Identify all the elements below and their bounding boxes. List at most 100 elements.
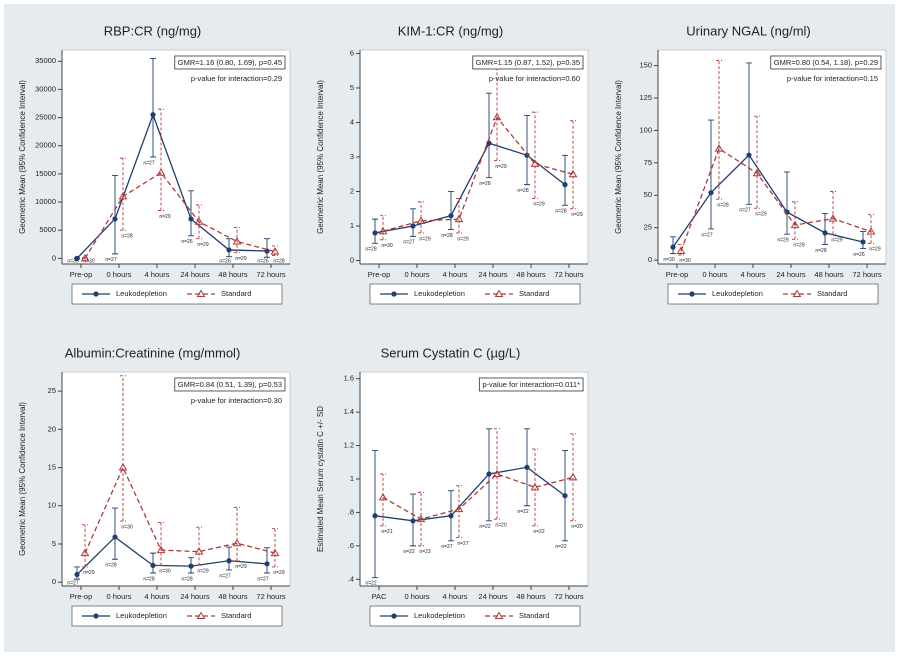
annotation: GMR=1.15 (0.87, 1.52), p=0.35 bbox=[476, 58, 580, 67]
y-axis-label: Geometric Mean (95% Confidence Interval) bbox=[316, 80, 325, 234]
marker bbox=[562, 182, 568, 188]
annotation: GMR=0.80 (0.54, 1.18), p=0.29 bbox=[774, 58, 878, 67]
marker bbox=[156, 545, 166, 554]
x-tick-label: 4 hours bbox=[144, 592, 169, 601]
panel: KIM-1:CR (ng/mg) Geometric Mean (95% Conf… bbox=[316, 23, 589, 305]
y-tick-label: 3 bbox=[350, 152, 354, 161]
x-tick-label: 4 hours bbox=[144, 270, 169, 279]
y-tick-label: 5000 bbox=[39, 225, 56, 234]
legend-box bbox=[667, 283, 879, 305]
legend-label: Standard bbox=[221, 611, 251, 620]
marker bbox=[196, 611, 206, 619]
chart-title: Serum Cystatin C (µg/L) bbox=[381, 345, 521, 360]
y-tick-label: 2 bbox=[350, 187, 354, 196]
n-label: n=27 bbox=[403, 240, 414, 246]
marker bbox=[530, 482, 540, 491]
marker bbox=[93, 613, 99, 619]
error-bar bbox=[196, 526, 202, 566]
n-label: n=29 bbox=[159, 214, 170, 220]
marker bbox=[494, 289, 504, 297]
error-bar bbox=[562, 154, 568, 206]
marker bbox=[226, 247, 232, 253]
n-label: n=27 bbox=[457, 541, 468, 547]
marker bbox=[530, 159, 540, 167]
n-label: n=28 bbox=[105, 563, 116, 569]
error-bar bbox=[532, 448, 538, 527]
marker bbox=[492, 469, 502, 477]
chart-title: Urinary NGAL (ng/ml) bbox=[686, 23, 810, 38]
n-label: n=29 bbox=[755, 212, 766, 218]
n-label: n=29 bbox=[197, 242, 208, 248]
n-label: n=27 bbox=[701, 232, 712, 238]
annotation: p-value for interaction=0.30 bbox=[191, 396, 282, 405]
n-label: n=28 bbox=[517, 188, 528, 194]
annotation: GMR=0.84 (0.51, 1.39), p=0.53 bbox=[178, 380, 282, 389]
marker bbox=[676, 246, 686, 255]
n-label: n=28 bbox=[181, 576, 192, 582]
series-line bbox=[84, 465, 276, 554]
y-tick-label: 35000 bbox=[35, 56, 56, 65]
series-line bbox=[76, 536, 268, 575]
marker bbox=[80, 253, 90, 262]
marker bbox=[74, 255, 80, 261]
marker bbox=[378, 492, 388, 501]
n-label: n=27 bbox=[739, 208, 750, 214]
x-tick-label: 48 hours bbox=[814, 270, 843, 279]
y-tick-label: 25000 bbox=[35, 113, 56, 122]
error-bar bbox=[868, 214, 874, 244]
error-bar bbox=[494, 428, 500, 520]
error-bar bbox=[822, 212, 828, 245]
marker bbox=[670, 244, 676, 250]
n-label: n=26 bbox=[853, 252, 864, 258]
n-label: n=29 bbox=[419, 236, 430, 242]
n-label: n=22 bbox=[555, 544, 566, 550]
error-bar bbox=[708, 119, 714, 230]
marker bbox=[196, 289, 206, 297]
y-tick-label: 1.6 bbox=[344, 374, 354, 383]
series-line bbox=[84, 171, 276, 259]
y-tick-label: 10000 bbox=[35, 197, 56, 206]
n-label: n=27 bbox=[257, 576, 268, 582]
annotation: p-value for interaction=0.60 bbox=[489, 74, 580, 83]
y-tick-label: 4 bbox=[350, 117, 354, 126]
n-label: n=28 bbox=[717, 202, 728, 208]
marker bbox=[416, 216, 426, 224]
y-tick-label: .8 bbox=[348, 507, 354, 516]
y-tick-label: 30000 bbox=[35, 84, 56, 93]
x-tick-label: 48 hours bbox=[218, 270, 247, 279]
n-label: n=30 bbox=[381, 243, 392, 249]
legend-label: Standard bbox=[519, 611, 549, 620]
n-label: n=27 bbox=[67, 580, 78, 586]
marker bbox=[792, 289, 802, 297]
legend-label: Standard bbox=[519, 289, 549, 298]
x-tick-label: 72 hours bbox=[256, 592, 285, 601]
error-bar bbox=[234, 506, 240, 562]
legend-box bbox=[369, 283, 581, 305]
marker bbox=[494, 611, 504, 619]
legend-label: Leukodepletion bbox=[116, 611, 167, 620]
y-axis-label: Estimated Mean Serum cystatin C +/- SD bbox=[316, 406, 325, 552]
n-label: n=30 bbox=[83, 258, 94, 264]
n-label: n=29 bbox=[533, 202, 544, 208]
error-bar bbox=[792, 201, 798, 240]
error-bar bbox=[188, 190, 194, 237]
y-tick-label: 0 bbox=[350, 256, 354, 265]
error-bar bbox=[784, 171, 790, 235]
plot-area bbox=[359, 371, 589, 587]
n-label: n=30 bbox=[159, 569, 170, 575]
x-tick-label: 0 hours bbox=[404, 592, 429, 601]
x-tick-label: 4 hours bbox=[740, 270, 765, 279]
marker bbox=[112, 534, 118, 540]
marker bbox=[454, 504, 464, 513]
y-tick-label: 100 bbox=[639, 125, 652, 134]
error-bar bbox=[830, 190, 836, 235]
marker bbox=[270, 247, 280, 255]
marker bbox=[270, 548, 280, 557]
y-tick-label: 25 bbox=[644, 223, 652, 232]
n-label: n=28 bbox=[365, 247, 376, 253]
panel: RBP:CR (ng/mg) Geometric Mean (95% Confid… bbox=[18, 23, 291, 305]
legend-label: Leukodepletion bbox=[414, 289, 465, 298]
marker bbox=[150, 562, 156, 568]
